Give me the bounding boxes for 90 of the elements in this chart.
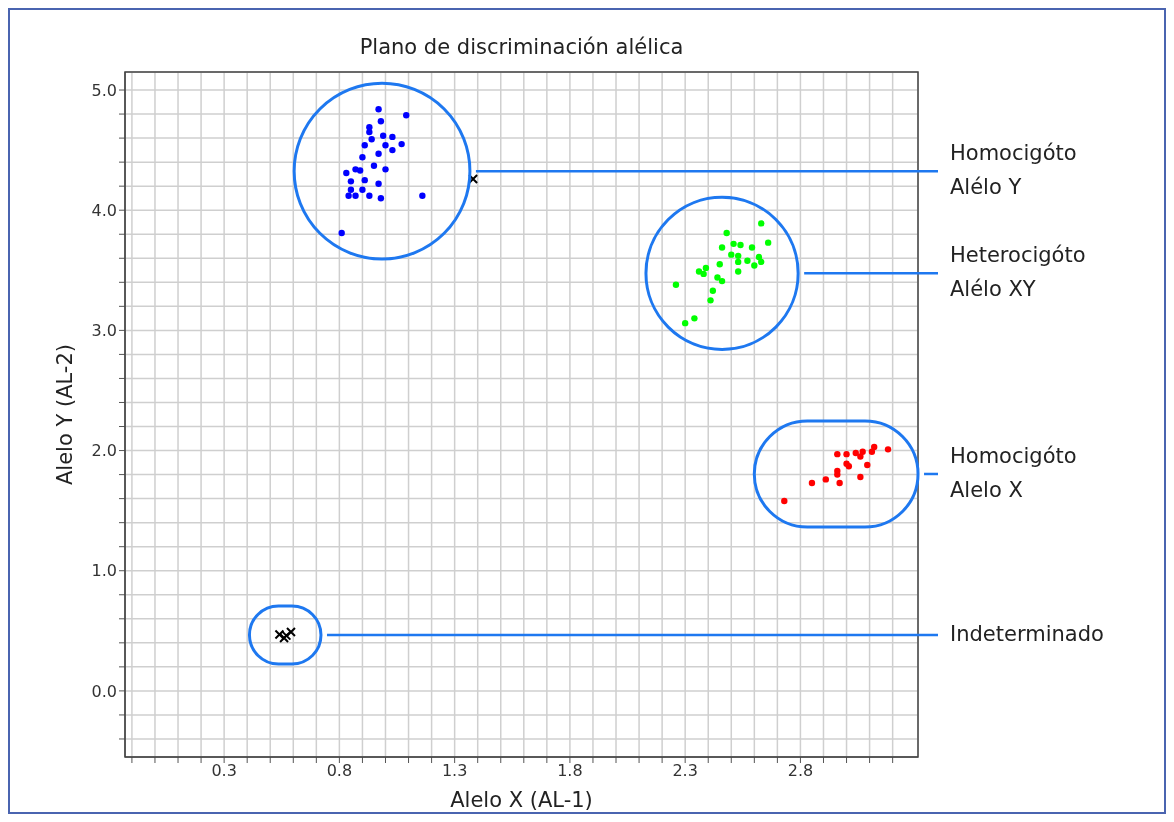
point <box>368 136 375 143</box>
point <box>843 450 850 458</box>
point <box>822 476 829 483</box>
point <box>758 220 765 227</box>
y-tick-label: 1.0 <box>91 561 117 581</box>
point <box>871 443 878 451</box>
point <box>389 146 396 154</box>
point <box>361 176 368 184</box>
chart-title: Plano de discriminación alélica <box>359 35 684 59</box>
point <box>734 252 742 260</box>
x-tick-label: 0.3 <box>211 761 237 781</box>
point <box>352 192 359 199</box>
point <box>377 118 385 125</box>
point <box>382 166 389 173</box>
point <box>864 461 871 469</box>
point <box>403 112 410 119</box>
x-tick-label: 0.8 <box>326 761 353 781</box>
point <box>345 192 352 199</box>
point <box>366 128 373 136</box>
point <box>377 194 385 202</box>
point <box>714 274 721 281</box>
point <box>347 178 355 185</box>
point <box>857 453 864 460</box>
point <box>764 239 772 246</box>
point <box>338 229 345 237</box>
x-tick-label: 1.8 <box>557 761 583 781</box>
y-tick-label: 0.0 <box>91 681 117 701</box>
point <box>707 297 714 304</box>
point <box>718 277 726 285</box>
point <box>723 229 730 237</box>
point <box>700 270 707 278</box>
point <box>382 142 389 149</box>
point <box>744 257 751 264</box>
point <box>748 244 756 251</box>
point <box>758 258 765 266</box>
x-tick-label: 2.3 <box>672 761 698 781</box>
point <box>734 268 742 275</box>
point <box>695 268 703 275</box>
point <box>375 180 382 187</box>
point <box>734 258 742 266</box>
point <box>375 106 382 113</box>
y-tick-label: 5.0 <box>91 80 117 100</box>
point <box>366 192 373 199</box>
point <box>737 241 744 249</box>
text: Indeterminado <box>950 622 1104 647</box>
point <box>672 281 680 288</box>
point <box>370 162 378 169</box>
text: Homocigóto Alélo Y <box>950 141 1077 200</box>
point <box>884 446 892 453</box>
point <box>702 264 710 272</box>
x-tick-label: 1.3 <box>441 761 468 781</box>
point <box>356 167 364 174</box>
point <box>347 186 355 193</box>
point <box>468 173 479 184</box>
point <box>718 244 726 251</box>
point <box>375 150 382 157</box>
text: Homocigóto Alelo X <box>950 443 1077 502</box>
point <box>755 253 763 261</box>
point <box>681 319 689 327</box>
point <box>359 154 366 161</box>
point <box>709 287 717 294</box>
x-tick-label: 2.8 <box>787 761 814 781</box>
point <box>730 240 737 248</box>
point <box>728 251 735 258</box>
y-axis-title: Alelo Y (AL-2) <box>53 343 78 486</box>
point <box>389 133 396 141</box>
point <box>781 497 788 505</box>
point <box>343 169 350 177</box>
point <box>361 142 368 149</box>
point <box>419 192 426 199</box>
text: Heterocigóto Alélo XY <box>950 243 1086 302</box>
x-axis-title: Alelo X (AL-1) <box>450 788 593 812</box>
point <box>868 448 876 455</box>
point <box>691 315 698 322</box>
point <box>751 262 758 269</box>
y-tick-label: 2.0 <box>91 441 117 461</box>
point <box>857 473 864 481</box>
point <box>359 186 366 193</box>
point <box>808 479 816 487</box>
point <box>834 450 841 458</box>
point <box>716 261 723 268</box>
point <box>859 448 866 455</box>
point <box>852 449 859 457</box>
point <box>285 627 296 638</box>
y-tick-label: 3.0 <box>91 321 117 341</box>
point <box>379 132 387 139</box>
y-tick-label: 4.0 <box>91 200 117 220</box>
point <box>398 140 405 148</box>
point <box>834 471 841 478</box>
point <box>836 479 843 487</box>
